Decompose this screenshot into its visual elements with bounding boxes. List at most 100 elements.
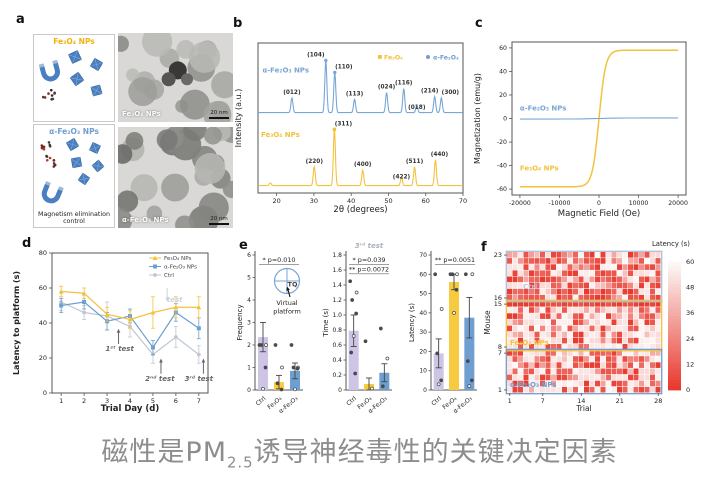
svg-text:Latency (s): Latency (s) — [652, 240, 690, 248]
svg-text:3: 3 — [247, 320, 251, 327]
magnetism-elimination-caption: Magnetism elimination control — [38, 210, 110, 226]
heatmap-cells — [507, 252, 661, 393]
horseshoe-magnet-icon — [41, 181, 64, 204]
tem-afe2o3-label: α-Fe₂O₃ NPs — [122, 216, 169, 224]
svg-text:α-Fe₂O₃ NPs: α-Fe₂O₃ NPs — [262, 66, 309, 74]
svg-text:α-Fe₂O₃ NPs: α-Fe₂O₃ NPs — [520, 104, 567, 112]
nanoparticle-diamond-icon — [90, 84, 103, 97]
nanoparticle-diamond-icon — [91, 159, 105, 173]
tem-image-afe2o3: α-Fe₂O₃ NPs 20 nm — [118, 127, 233, 228]
svg-text:0: 0 — [423, 387, 427, 394]
magnetization-series — [519, 117, 679, 120]
svg-text:7: 7 — [197, 397, 201, 405]
schematic-afe2o3-art — [40, 137, 105, 204]
svg-text:test: test — [167, 296, 183, 304]
figure-caption: 磁性是PM2.5诱导神经毒性的关键决定因素 — [101, 437, 618, 472]
xrd-series — [258, 129, 463, 187]
panel-label-b: b — [233, 16, 243, 31]
svg-text:3ʳᵈ test: 3ʳᵈ test — [185, 375, 214, 383]
svg-text:(214): (214) — [421, 89, 439, 95]
svg-text:1: 1 — [498, 386, 502, 394]
svg-text:Intensity (a.u.): Intensity (a.u.) — [234, 89, 243, 148]
bar-α-Fe₂O₃ — [464, 317, 475, 390]
svg-text:(024): (024) — [378, 85, 396, 91]
svg-text:3ʳᵈ test: 3ʳᵈ test — [355, 242, 384, 250]
svg-text:(220): (220) — [306, 159, 324, 165]
svg-text:(311): (311) — [335, 121, 353, 127]
svg-text:70: 70 — [459, 197, 467, 205]
svg-text:0.4: 0.4 — [332, 357, 342, 364]
svg-text:-40: -40 — [497, 163, 507, 170]
horseshoe-magnet-icon — [38, 59, 60, 82]
tem-fe3o4-scalebar: 20 nm — [209, 110, 229, 119]
svg-text:TQ: TQ — [288, 281, 298, 289]
svg-text:60: 60 — [39, 284, 47, 292]
svg-text:20: 20 — [419, 348, 427, 355]
svg-text:3: 3 — [105, 397, 109, 405]
svg-text:0: 0 — [503, 116, 507, 123]
svg-text:platform: platform — [273, 308, 301, 316]
legend-square-marker — [378, 55, 382, 59]
schematic-fe3o4-art — [38, 50, 104, 101]
svg-text:** p=0.0072: ** p=0.0072 — [349, 266, 389, 274]
nanoparticle-diamond-icon — [70, 156, 83, 169]
svg-text:5: 5 — [247, 275, 251, 282]
particle-cluster-icon — [45, 154, 57, 168]
tem-afe2o3-scalebar: 20 nm — [209, 216, 229, 225]
svg-text:Latency to platform (s): Latency to platform (s) — [12, 271, 21, 375]
svg-text:Mouse: Mouse — [483, 310, 492, 335]
svg-text:60: 60 — [422, 197, 430, 205]
scalebar-line — [209, 223, 229, 225]
svg-text:0: 0 — [338, 387, 342, 394]
svg-text:1.2: 1.2 — [332, 297, 342, 304]
panel-label-f: f — [481, 240, 487, 255]
nanoparticle-diamond-icon — [89, 57, 104, 72]
legend-circle-marker — [426, 55, 430, 59]
svg-text:1: 1 — [508, 397, 512, 405]
tem-fe3o4-micrograph — [118, 33, 233, 122]
svg-text:4: 4 — [128, 397, 132, 405]
svg-text:(012): (012) — [283, 90, 301, 96]
latency-curve-chart: 0 20 40 60 80 1 2 3 4 5 6 7 Trial Day (d) Latency to … — [12, 249, 214, 414]
svg-text:(422): (422) — [393, 175, 411, 181]
svg-text:7: 7 — [541, 397, 545, 405]
svg-text:(116): (116) — [395, 81, 413, 87]
panel-label-d: d — [22, 236, 32, 251]
svg-text:Fe₃O₄ NPs: Fe₃O₄ NPs — [261, 131, 300, 139]
svg-text:(511): (511) — [406, 159, 424, 165]
svg-text:80: 80 — [39, 249, 47, 257]
schematic-afe2o3-box: α-Fe₂O₃ NPs Magnetism elimination contro… — [33, 124, 115, 228]
nanoparticle-diamond-icon — [69, 71, 85, 87]
tem-afe2o3-micrograph — [118, 127, 233, 228]
svg-text:1.4: 1.4 — [332, 282, 342, 289]
scalebar-line — [209, 117, 229, 119]
svg-text:-60: -60 — [497, 186, 507, 193]
svg-text:40: 40 — [347, 197, 355, 205]
svg-text:5: 5 — [151, 397, 155, 405]
svg-text:1.0: 1.0 — [332, 312, 342, 319]
svg-text:1.8: 1.8 — [332, 252, 342, 259]
group-box-Fe₃O₄ NPs — [505, 299, 663, 352]
svg-text:(440): (440) — [431, 152, 449, 158]
svg-text:20: 20 — [39, 354, 47, 362]
svg-text:Ctrl: Ctrl — [523, 283, 537, 291]
svg-text:23: 23 — [494, 251, 502, 259]
svg-text:Virtual: Virtual — [276, 299, 297, 307]
svg-text:(104): (104) — [307, 52, 325, 58]
svg-text:8: 8 — [498, 343, 502, 351]
svg-text:-10000: -10000 — [548, 200, 570, 207]
tem-fe3o4-label: Fe₃O₄ NPs — [122, 110, 161, 118]
svg-text:(113): (113) — [346, 91, 364, 97]
svg-text:28: 28 — [654, 397, 662, 405]
svg-text:20: 20 — [272, 197, 280, 205]
svg-text:40: 40 — [39, 319, 47, 327]
svg-text:60: 60 — [499, 45, 507, 52]
particle-cluster-icon — [40, 141, 52, 151]
svg-text:20: 20 — [499, 92, 507, 99]
svg-text:0: 0 — [686, 386, 690, 394]
svg-text:20000: 20000 — [668, 200, 688, 207]
